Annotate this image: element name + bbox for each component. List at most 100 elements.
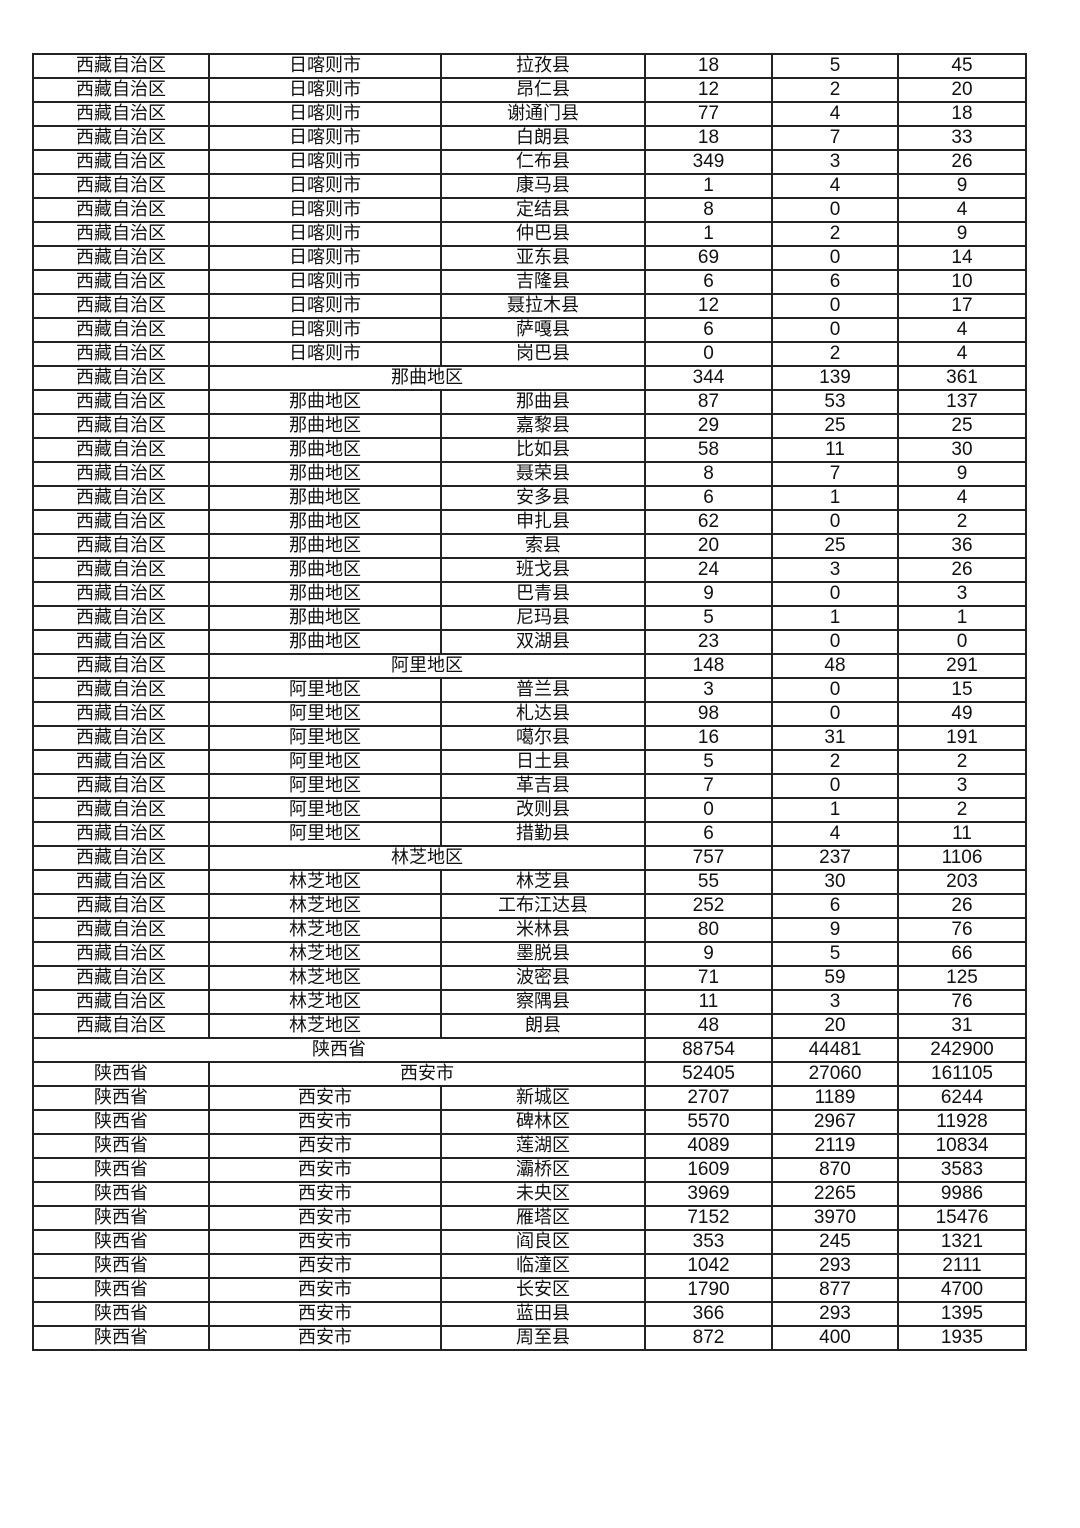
county-cell: 莲湖区 (440, 1133, 646, 1159)
value-2-cell: 11 (771, 437, 899, 463)
value-1-cell: 349 (644, 149, 773, 175)
value-3-cell: 30 (897, 437, 1027, 463)
province-cell: 西藏自治区 (32, 629, 210, 655)
value-3-cell: 14 (897, 245, 1027, 271)
value-3-cell: 17 (897, 293, 1027, 319)
value-1-cell: 6 (644, 821, 773, 847)
value-2-cell: 0 (771, 317, 899, 343)
value-1-cell: 148 (644, 653, 773, 679)
value-1-cell: 71 (644, 965, 773, 991)
county-row: 西藏自治区 阿里地区 改则县 0 1 2 (32, 797, 1027, 823)
county-row: 西藏自治区 日喀则市 康马县 1 4 9 (32, 173, 1027, 199)
value-2-cell: 2 (771, 221, 899, 247)
value-3-cell: 49 (897, 701, 1027, 727)
value-2-cell: 2265 (771, 1181, 899, 1207)
value-2-cell: 2967 (771, 1109, 899, 1135)
value-2-cell: 0 (771, 581, 899, 607)
county-row: 陕西省 西安市 灞桥区 1609 870 3583 (32, 1157, 1027, 1183)
county-row: 陕西省 西安市 雁塔区 7152 3970 15476 (32, 1205, 1027, 1231)
province-cell: 西藏自治区 (32, 845, 210, 871)
value-3-cell: 31 (897, 1013, 1027, 1039)
value-1-cell: 8 (644, 461, 773, 487)
county-row: 西藏自治区 阿里地区 措勤县 6 4 11 (32, 821, 1027, 847)
value-3-cell: 1395 (897, 1301, 1027, 1327)
county-cell: 仲巴县 (440, 221, 646, 247)
county-row: 西藏自治区 阿里地区 札达县 98 0 49 (32, 701, 1027, 727)
province-cell: 西藏自治区 (32, 557, 210, 583)
city-cell: 西安市 (208, 1229, 442, 1255)
county-cell: 康马县 (440, 173, 646, 199)
county-row: 陕西省 西安市 新城区 2707 1189 6244 (32, 1085, 1027, 1111)
province-cell: 西藏自治区 (32, 893, 210, 919)
value-1-cell: 344 (644, 365, 773, 391)
city-cell: 阿里地区 (208, 749, 442, 775)
county-row: 西藏自治区 那曲地区 双湖县 23 0 0 (32, 629, 1027, 655)
province-cell: 西藏自治区 (32, 293, 210, 319)
county-row: 西藏自治区 日喀则市 仁布县 349 3 26 (32, 149, 1027, 175)
value-2-cell: 877 (771, 1277, 899, 1303)
value-2-cell: 27060 (771, 1061, 899, 1087)
value-3-cell: 137 (897, 389, 1027, 415)
value-1-cell: 2707 (644, 1085, 773, 1111)
value-1-cell: 5 (644, 749, 773, 775)
county-row: 西藏自治区 日喀则市 萨嘎县 6 0 4 (32, 317, 1027, 343)
value-1-cell: 0 (644, 797, 773, 823)
city-cell: 日喀则市 (208, 125, 442, 151)
county-row: 西藏自治区 日喀则市 岗巴县 0 2 4 (32, 341, 1027, 367)
value-2-cell: 31 (771, 725, 899, 751)
value-1-cell: 7 (644, 773, 773, 799)
value-1-cell: 9 (644, 581, 773, 607)
value-3-cell: 4700 (897, 1277, 1027, 1303)
county-cell: 索县 (440, 533, 646, 559)
county-row: 西藏自治区 日喀则市 仲巴县 1 2 9 (32, 221, 1027, 247)
county-row: 西藏自治区 林芝地区 察隅县 11 3 76 (32, 989, 1027, 1015)
county-cell: 巴青县 (440, 581, 646, 607)
county-row: 陕西省 西安市 蓝田县 366 293 1395 (32, 1301, 1027, 1327)
city-cell: 林芝地区 (208, 1013, 442, 1039)
province-cell: 西藏自治区 (32, 989, 210, 1015)
province-cell: 陕西省 (32, 1325, 210, 1351)
value-3-cell: 20 (897, 77, 1027, 103)
value-2-cell: 6 (771, 269, 899, 295)
value-2-cell: 3 (771, 989, 899, 1015)
value-2-cell: 4 (771, 173, 899, 199)
county-row: 西藏自治区 林芝地区 工布江达县 252 6 26 (32, 893, 1027, 919)
value-1-cell: 3969 (644, 1181, 773, 1207)
city-cell: 那曲地区 (208, 485, 442, 511)
value-3-cell: 76 (897, 989, 1027, 1015)
value-1-cell: 69 (644, 245, 773, 271)
value-3-cell: 6244 (897, 1085, 1027, 1111)
value-1-cell: 9 (644, 941, 773, 967)
county-row: 西藏自治区 阿里地区 噶尔县 16 31 191 (32, 725, 1027, 751)
value-3-cell: 191 (897, 725, 1027, 751)
value-2-cell: 3970 (771, 1205, 899, 1231)
value-3-cell: 36 (897, 533, 1027, 559)
value-3-cell: 125 (897, 965, 1027, 991)
county-row: 西藏自治区 那曲地区 嘉黎县 29 25 25 (32, 413, 1027, 439)
value-3-cell: 4 (897, 317, 1027, 343)
value-2-cell: 25 (771, 413, 899, 439)
county-row: 西藏自治区 日喀则市 吉隆县 6 6 10 (32, 269, 1027, 295)
value-2-cell: 1189 (771, 1085, 899, 1111)
value-1-cell: 4089 (644, 1133, 773, 1159)
province-cell: 陕西省 (32, 1277, 210, 1303)
value-3-cell: 11928 (897, 1109, 1027, 1135)
city-cell: 西安市 (208, 1061, 646, 1087)
county-cell: 察隅县 (440, 989, 646, 1015)
province-cell: 陕西省 (32, 1253, 210, 1279)
value-1-cell: 12 (644, 293, 773, 319)
city-cell: 西安市 (208, 1157, 442, 1183)
value-3-cell: 2 (897, 509, 1027, 535)
county-cell: 拉孜县 (440, 53, 646, 79)
county-row: 陕西省 西安市 临潼区 1042 293 2111 (32, 1253, 1027, 1279)
value-2-cell: 25 (771, 533, 899, 559)
county-row: 西藏自治区 日喀则市 白朗县 18 7 33 (32, 125, 1027, 151)
province-cell: 西藏自治区 (32, 221, 210, 247)
county-row: 西藏自治区 日喀则市 定结县 8 0 4 (32, 197, 1027, 223)
province-row: 陕西省 88754 44481 242900 (32, 1037, 1027, 1063)
value-3-cell: 0 (897, 629, 1027, 655)
value-1-cell: 1790 (644, 1277, 773, 1303)
value-1-cell: 1609 (644, 1157, 773, 1183)
county-row: 西藏自治区 日喀则市 拉孜县 18 5 45 (32, 53, 1027, 79)
city-row: 陕西省 西安市 52405 27060 161105 (32, 1061, 1027, 1087)
